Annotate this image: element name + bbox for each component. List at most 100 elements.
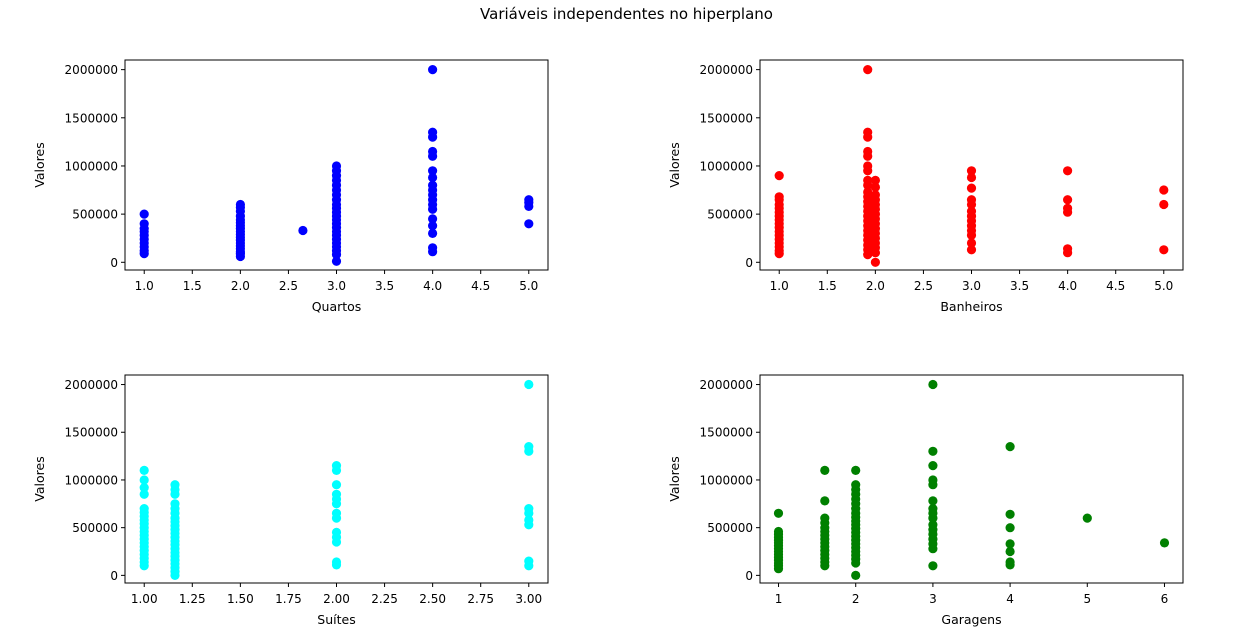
data-point <box>928 446 938 456</box>
data-point <box>331 256 342 266</box>
x-tick-label: 3.5 <box>1010 279 1029 293</box>
x-tick-label: 1.75 <box>275 592 302 606</box>
data-point <box>428 65 438 75</box>
x-tick-label: 1.5 <box>183 279 202 293</box>
x-tick-label: 5.0 <box>519 279 538 293</box>
y-tick-label: 2000000 <box>700 63 753 77</box>
x-tick-label: 2.50 <box>419 592 446 606</box>
data-point <box>928 561 938 571</box>
data-point <box>851 465 861 475</box>
data-point <box>298 225 308 236</box>
x-tick-label: 5 <box>1083 592 1091 606</box>
data-point <box>863 127 873 137</box>
data-point <box>863 187 873 197</box>
points-suites <box>139 379 534 581</box>
data-point <box>1159 199 1169 210</box>
points-quartos <box>139 65 534 266</box>
data-point <box>524 515 534 525</box>
y-tick-label: 500000 <box>707 208 753 222</box>
data-point <box>928 461 938 471</box>
data-point <box>928 496 938 506</box>
data-point <box>863 146 873 157</box>
y-tick-label: 0 <box>110 256 118 270</box>
data-point <box>139 465 149 475</box>
data-point <box>428 243 438 253</box>
data-point <box>1159 245 1169 255</box>
y-tick-label: 500000 <box>707 521 753 535</box>
data-point <box>170 480 180 490</box>
data-point <box>1082 513 1092 523</box>
y-tick-label: 500000 <box>72 208 118 222</box>
x-tick-label: 1.0 <box>770 279 789 293</box>
y-tick-label: 1000000 <box>700 159 753 173</box>
x-tick-label: 2.25 <box>371 592 398 606</box>
x-tick-label: 2.5 <box>279 279 298 293</box>
data-point <box>139 475 149 485</box>
data-point <box>1063 166 1073 176</box>
data-point <box>1005 509 1015 519</box>
x-tick-label: 6 <box>1161 592 1169 606</box>
data-point <box>774 171 784 181</box>
subplot-garagens: 1 2 3 4 5 6 0 500000 1000000 1500000 2000000 Garage… <box>667 374 1184 627</box>
data-point <box>966 238 977 248</box>
data-point <box>870 175 881 185</box>
y-tick-label: 2000000 <box>700 378 753 392</box>
data-point <box>1159 538 1170 548</box>
data-point <box>966 172 977 183</box>
data-point <box>1005 442 1015 452</box>
x-tick-label: 5.0 <box>1154 279 1173 293</box>
data-point <box>851 570 861 581</box>
figure-title: Variáveis independentes no hiperplano <box>480 5 773 23</box>
data-point <box>428 172 438 183</box>
data-point <box>820 513 830 523</box>
data-point <box>966 183 977 193</box>
y-axis-label-garagens: Valores <box>667 456 682 501</box>
subplot-suites: 1.00 1.25 1.50 1.75 2.00 2.25 2.50 2.75 3.00 0 500… <box>32 374 549 627</box>
x-tick-label: 2.00 <box>323 592 350 606</box>
y-tick-label: 0 <box>110 569 118 583</box>
data-point <box>428 228 438 238</box>
y-tick-label: 1500000 <box>65 426 118 440</box>
data-point <box>428 166 438 176</box>
data-point <box>331 527 342 538</box>
data-point <box>863 175 873 185</box>
data-point <box>524 442 534 452</box>
data-point <box>428 214 438 224</box>
data-point <box>1005 539 1015 549</box>
x-tick-label: 1.5 <box>818 279 837 293</box>
x-axis-label-garagens: Garagens <box>941 612 1001 627</box>
data-point <box>139 504 149 514</box>
x-tick-label: 1.50 <box>227 592 254 606</box>
data-point <box>331 489 342 499</box>
data-point <box>139 489 149 499</box>
x-tick-label: 1.0 <box>135 279 154 293</box>
x-tick-label: 4.0 <box>423 279 442 293</box>
data-point <box>428 180 438 190</box>
x-tick-label: 4 <box>1006 592 1014 606</box>
data-point <box>331 480 342 490</box>
data-point <box>773 526 784 537</box>
plot-frame-suites <box>124 374 549 584</box>
data-point <box>928 520 938 530</box>
data-point <box>966 245 977 255</box>
y-tick-label: 500000 <box>72 521 118 535</box>
data-point <box>870 190 881 200</box>
data-point <box>1063 195 1073 205</box>
points-garagens <box>773 379 1170 581</box>
x-tick-label: 2.75 <box>467 592 494 606</box>
data-point <box>820 496 830 506</box>
y-tick-label: 2000000 <box>65 378 118 392</box>
y-axis-label-suites: Valores <box>32 456 47 501</box>
x-tick-label: 3.0 <box>962 279 981 293</box>
data-point <box>524 195 534 205</box>
data-point <box>331 461 342 471</box>
y-axis-label-quartos: Valores <box>32 142 47 187</box>
data-point <box>139 219 149 229</box>
data-point <box>851 480 861 490</box>
data-point <box>1063 203 1073 213</box>
data-point <box>863 161 873 171</box>
data-point <box>966 166 977 176</box>
data-point <box>524 556 534 566</box>
subplot-banheiros: 1.0 1.5 2.0 2.5 3.0 3.5 4.0 4.5 5.0 0 500000 100000… <box>667 59 1184 314</box>
